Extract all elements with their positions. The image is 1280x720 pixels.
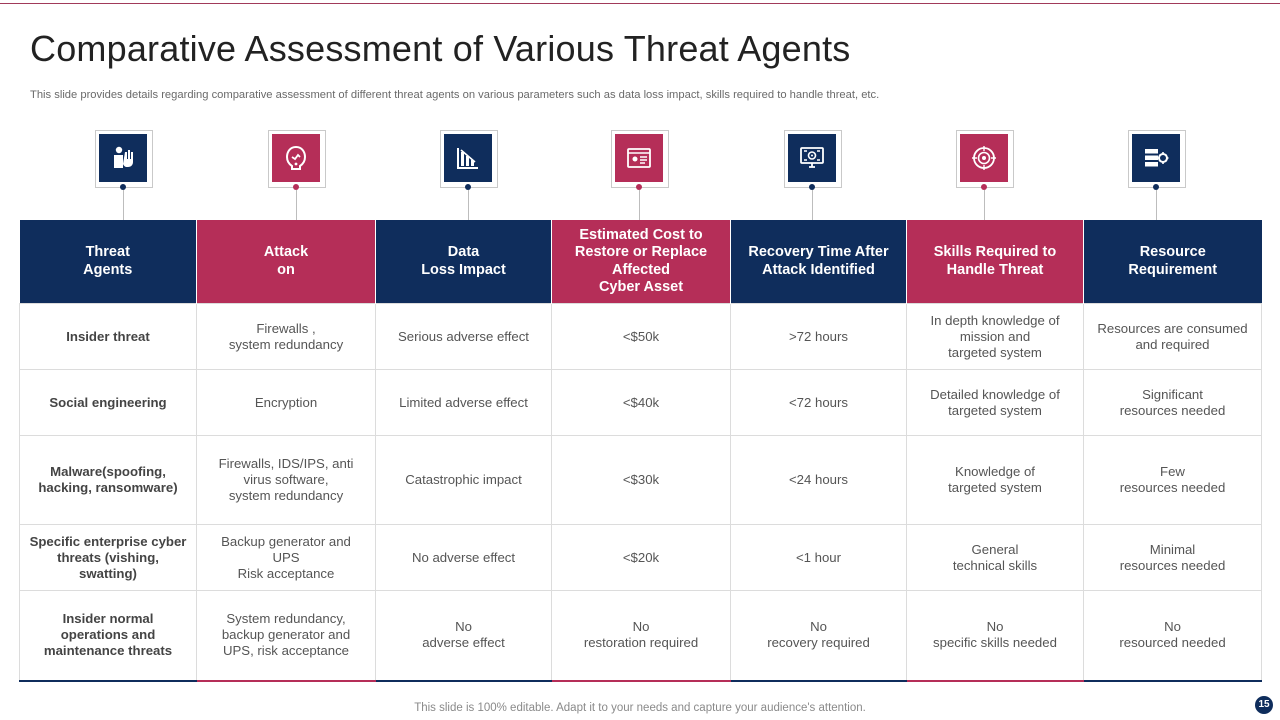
table-cell: Resources are consumed and required [1083,303,1262,370]
stop-hand-person-icon [99,134,147,182]
table-cell: Social engineering [19,369,197,436]
target-skill-icon [960,134,1008,182]
table-cell: Limited adverse effect [375,369,552,436]
slide-subtitle: This slide provides details regarding co… [30,89,880,101]
table-cell: Significant resources needed [1083,369,1262,436]
top-accent-line [0,3,1280,4]
slide-footer: This slide is 100% editable. Adapt it to… [414,702,866,714]
table-cell: Serious adverse effect [375,303,552,370]
page-number-badge: 15 [1255,696,1273,714]
table-header-row: Threat Agents Attack on Data Loss Impact… [19,220,1262,304]
table-cell: General technical skills [906,524,1084,591]
table-cell: >72 hours [730,303,907,370]
table-cell: No recovery required [730,590,907,682]
header-resource-requirement: Resource Requirement [1083,220,1262,304]
table-cell: In depth knowledge of mission and target… [906,303,1084,370]
table-cell: <$20k [551,524,731,591]
table-row: Insider normal operations and maintenanc… [19,590,1262,682]
table-cell: Encryption [196,369,376,436]
header-estimated-cost: Estimated Cost to Restore or Replace Aff… [551,220,731,304]
decline-bar-chart-icon [444,134,492,182]
header-recovery-time: Recovery Time After Attack Identified [730,220,907,304]
table-cell: No resourced needed [1083,590,1262,682]
table-cell: Specific enterprise cyber threats (vishi… [19,524,197,591]
table-cell: Few resources needed [1083,435,1262,525]
table-cell: <1 hour [730,524,907,591]
icon-card-resources [1128,130,1186,190]
threat-comparison-table: Threat Agents Attack on Data Loss Impact… [19,220,1262,682]
table-cell: Detailed knowledge of targeted system [906,369,1084,436]
table-cell: System redundancy, backup generator and … [196,590,376,682]
table-cell: Malware(spoofing, hacking, ransomware) [19,435,197,525]
table-row: Malware(spoofing, hacking, ransomware) F… [19,435,1262,525]
icon-card-recovery-time [784,130,842,190]
slide-title: Comparative Assessment of Various Threat… [30,28,851,69]
header-attack-on: Attack on [196,220,376,304]
connector-line [984,190,985,220]
table-cell: No restoration required [551,590,731,682]
table-cell: Insider normal operations and maintenanc… [19,590,197,682]
icon-card-estimated-cost [611,130,669,190]
table-cell: Firewalls , system redundancy [196,303,376,370]
table-cell: <24 hours [730,435,907,525]
table-cell: Knowledge of targeted system [906,435,1084,525]
table-cell: Catastrophic impact [375,435,552,525]
table-row: Specific enterprise cyber threats (vishi… [19,524,1262,591]
table-cell: Insider threat [19,303,197,370]
connector-line [812,190,813,220]
connector-line [468,190,469,220]
header-skills-required: Skills Required to Handle Threat [906,220,1084,304]
connector-line [639,190,640,220]
icon-card-data-loss [440,130,498,190]
connector-line [1156,190,1157,220]
table-cell: No specific skills needed [906,590,1084,682]
screen-settings-icon [788,134,836,182]
connector-line [296,190,297,220]
table-cell: No adverse effect [375,590,552,682]
icon-card-skills [956,130,1014,190]
header-data-loss-impact: Data Loss Impact [375,220,552,304]
id-card-browser-icon [615,134,663,182]
icon-card-threat-agents [95,130,153,190]
server-gear-icon [1132,134,1180,182]
connector-line [123,190,124,220]
table-cell: <72 hours [730,369,907,436]
table-cell: <$50k [551,303,731,370]
hooded-hacker-icon [272,134,320,182]
table-cell: <$30k [551,435,731,525]
table-row: Social engineering Encryption Limited ad… [19,369,1262,436]
table-row: Insider threat Firewalls , system redund… [19,303,1262,370]
table-cell: Minimal resources needed [1083,524,1262,591]
header-threat-agents: Threat Agents [19,220,197,304]
icon-card-attack-on [268,130,326,190]
table-cell: Firewalls, IDS/IPS, anti virus software,… [196,435,376,525]
table-cell: <$40k [551,369,731,436]
table-cell: Backup generator and UPS Risk acceptance [196,524,376,591]
table-cell: No adverse effect [375,524,552,591]
